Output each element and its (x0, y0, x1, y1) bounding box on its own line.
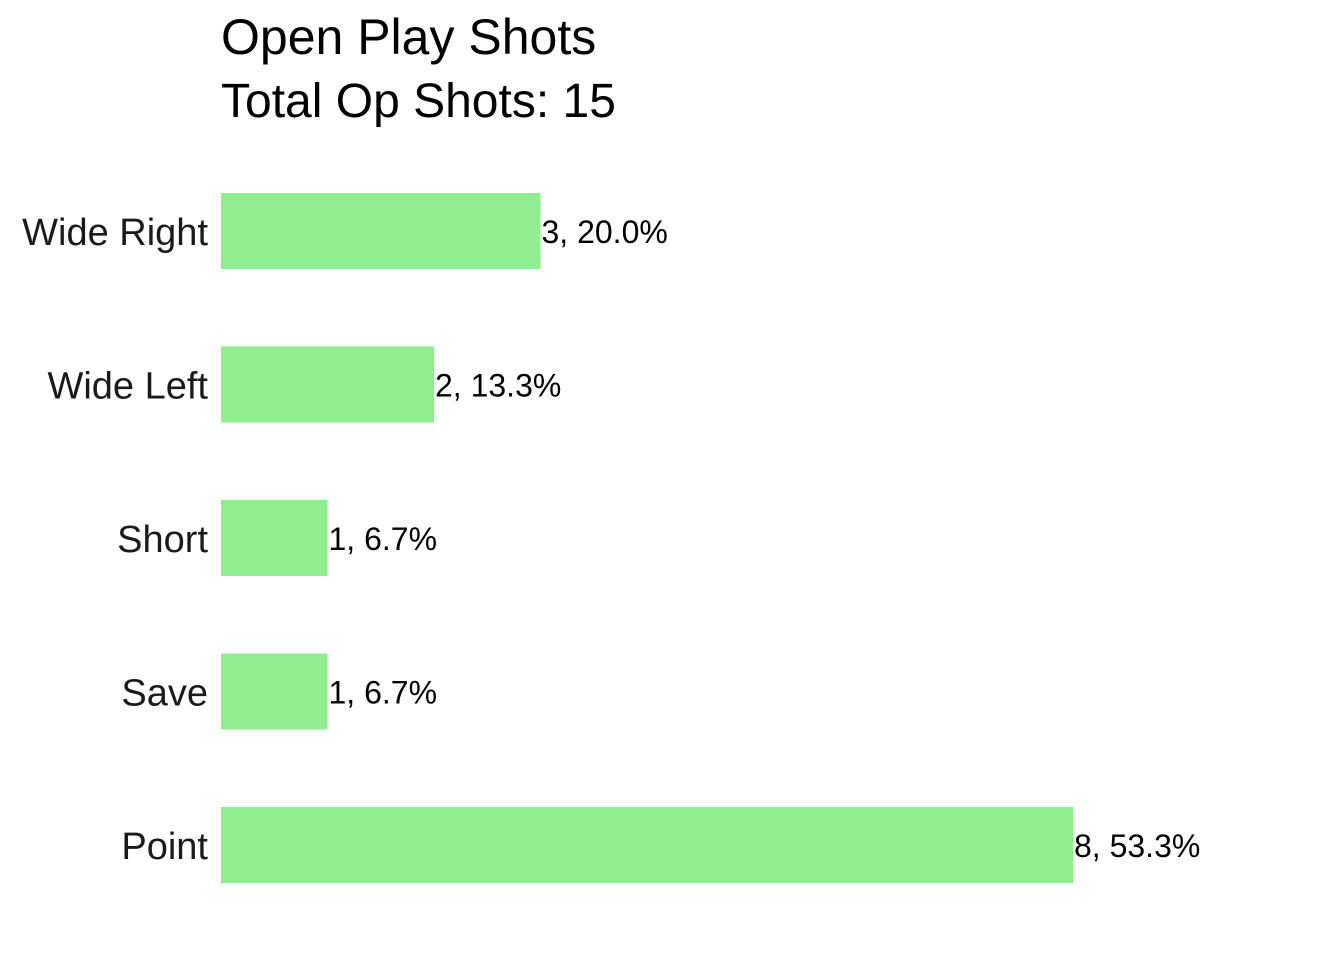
chart-title: Open Play Shots (221, 9, 596, 65)
bar-short (221, 500, 328, 576)
category-label: Save (121, 673, 208, 715)
chart-subtitle: Total Op Shots: 15 (221, 75, 616, 128)
category-label: Wide Left (47, 366, 208, 408)
category-label: Point (121, 826, 208, 868)
category-label: Short (117, 519, 208, 561)
bar-point (221, 807, 1073, 883)
category-label: Wide Right (22, 212, 208, 254)
data-label: 1, 6.7% (329, 521, 438, 557)
data-label: 1, 6.7% (329, 675, 438, 711)
data-label: 3, 20.0% (542, 214, 668, 250)
bars-group: Wide Right 3, 20.0% Wide Left 2, 13.3% Short… (22, 193, 1200, 883)
data-label: 8, 53.3% (1074, 828, 1200, 864)
bar-save (221, 653, 328, 730)
data-label: 2, 13.3% (435, 368, 561, 404)
bar-wide-left (221, 346, 434, 423)
bar-wide-right (221, 193, 541, 269)
